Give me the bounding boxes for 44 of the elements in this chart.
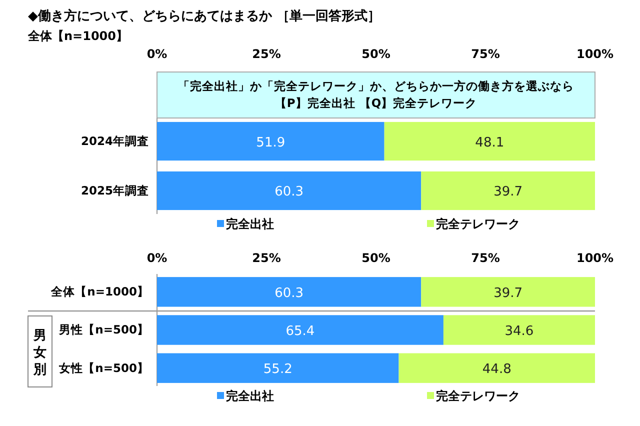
data-label: 60.3 [274,184,304,200]
y-tick-label: 女性【n=500】 [58,360,149,375]
text: 男女別 [32,328,46,378]
data-label: 51.9 [256,135,286,150]
bar [157,277,422,307]
bar [398,353,595,383]
bar [157,171,422,210]
x-tick-label: 100% [576,47,614,61]
data-label: 39.7 [494,286,523,301]
bar [443,315,595,345]
x-tick-label: 0% [146,47,168,61]
x-tick-label: 25% [252,251,281,265]
text: 「完全出社」か「完全テレワーク」か、どちらか一方の働き方を選ぶなら [178,79,574,93]
data-label: 60.3 [274,286,304,301]
legend-label: 完全出社 [226,389,274,403]
legend-label: 完全テレワーク [436,217,520,231]
x-tick-label: 75% [471,251,500,265]
x-tick-label: 50% [362,251,390,265]
bar [421,171,595,210]
y-tick-label: 男性【n=500】 [58,322,149,337]
x-tick-label: 75% [471,47,500,61]
y-tick-label: 全体【n=1000】 [50,284,149,299]
data-label: 65.4 [286,324,315,339]
bar [157,353,399,383]
x-tick-label: 50% [362,47,390,61]
data-label: 34.6 [504,324,534,339]
bar [421,277,595,307]
data-label: 48.1 [475,135,504,150]
legend-label: 完全出社 [226,217,274,231]
bar [157,122,384,161]
x-tick-label: 0% [146,251,168,265]
chart-title: ◆働き方について、どちらにあてはまるか ［単一回答形式］ [28,8,381,24]
bar [384,122,595,161]
chart-subtitle: 全体【n=1000】 [27,29,128,43]
text: 【P】完全出社 【Q】完全テレワーク [274,96,478,110]
data-label: 39.7 [494,184,523,200]
y-tick-label: 2024年調査 [80,134,149,148]
data-label: 44.8 [482,362,512,378]
x-tick-label: 100% [576,251,614,265]
data-label: 55.2 [263,362,292,378]
legend-label: 完全テレワーク [436,389,520,403]
bar [157,315,444,345]
x-tick-label: 25% [252,47,281,61]
y-tick-label: 2025年調査 [80,183,149,198]
